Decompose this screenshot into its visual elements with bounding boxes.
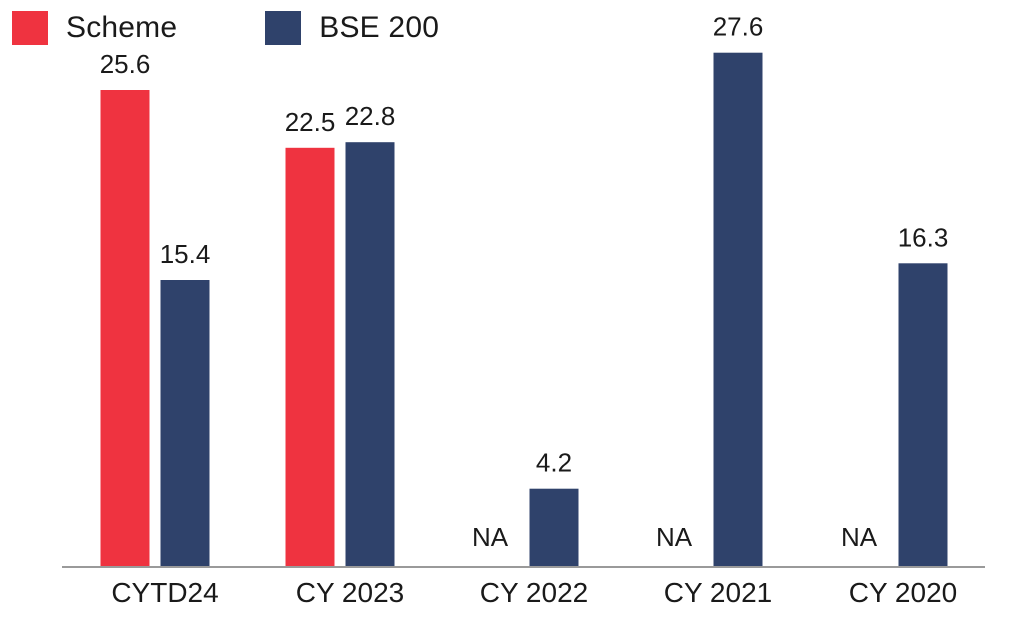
bar-bse200-1 (345, 142, 395, 567)
value-label-bse200-1: 22.8 (345, 101, 396, 131)
x-tick-label-2: CY 2022 (480, 577, 588, 608)
legend-item-scheme: Scheme (12, 11, 177, 45)
value-label-bse200-2: 4.2 (536, 448, 572, 478)
legend: Scheme BSE 200 (12, 8, 527, 48)
value-label-bse200-3: 27.6 (713, 12, 764, 42)
bars-group (100, 52, 948, 568)
x-tick-label-1: CY 2023 (296, 577, 404, 608)
x-tick-labels-group: CYTD24 CY 2023 CY 2022 CY 2021 CY 2020 (111, 577, 957, 608)
value-label-scheme-4: NA (841, 522, 878, 552)
bar-bse200-0 (160, 280, 210, 567)
value-label-bse200-0: 15.4 (160, 239, 211, 269)
value-label-scheme-1: 22.5 (285, 107, 336, 137)
legend-label-bse200: BSE 200 (319, 11, 440, 44)
bar-scheme-1 (285, 147, 335, 568)
legend-swatch-scheme (12, 11, 48, 45)
legend-item-bse200: BSE 200 (265, 11, 439, 45)
x-tick-label-3: CY 2021 (664, 577, 772, 608)
value-label-scheme-3: NA (656, 522, 693, 552)
bar-bse200-2 (529, 488, 579, 567)
legend-swatch-bse200 (265, 11, 302, 45)
bar-bse200-3 (713, 52, 763, 567)
bar-bse200-4 (898, 263, 948, 567)
bar-scheme-0 (100, 90, 150, 567)
value-labels-group: 25.6 15.4 22.5 22.8 NA 4.2 NA 27.6 NA 16.3 (100, 12, 949, 552)
value-label-bse200-4: 16.3 (898, 222, 949, 252)
x-tick-label-4: CY 2020 (849, 577, 957, 608)
value-label-scheme-0: 25.6 (100, 49, 151, 79)
legend-label-scheme: Scheme (66, 11, 178, 44)
x-tick-label-0: CYTD24 (111, 577, 218, 608)
value-label-scheme-2: NA (472, 522, 509, 552)
